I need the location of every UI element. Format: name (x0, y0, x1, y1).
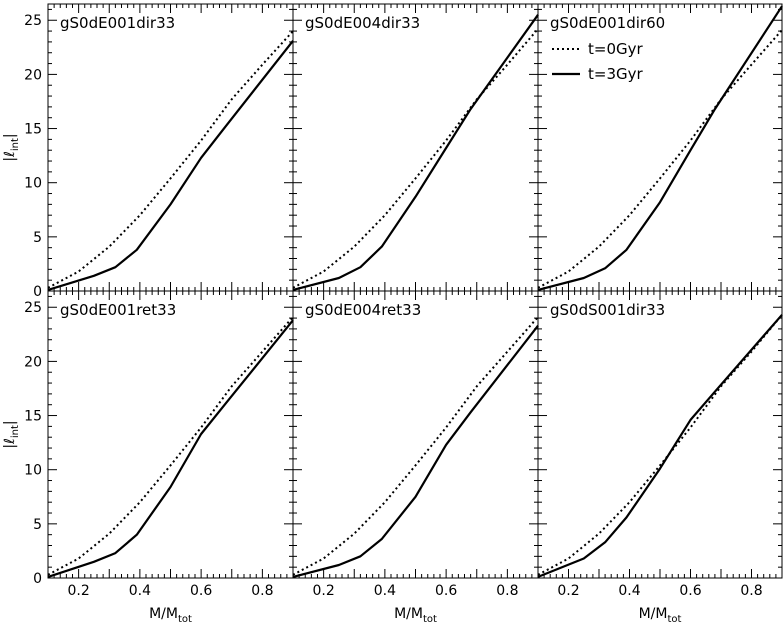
panel-title-3: gS0dE001dir60 (550, 14, 665, 32)
panel-title-4: gS0dE001ret33 (60, 301, 176, 319)
series-line-t0 (292, 316, 539, 576)
y-axis-title: |ℓint| (2, 133, 21, 161)
panel-title-6: gS0dS001dir33 (550, 301, 665, 319)
x-tick-label: 0.8 (740, 583, 762, 599)
series-line-t0 (47, 30, 294, 289)
y-tick-label: 10 (24, 463, 42, 479)
panel-frame-1 (47, 3, 294, 292)
y-tick-label: 20 (24, 354, 42, 370)
x-tick-label: 0.6 (679, 583, 701, 599)
legend-label-t3: t=3Gyr (588, 65, 643, 83)
x-tick-label: 0.4 (618, 583, 640, 599)
x-tick-label: 0.8 (251, 583, 273, 599)
x-tick-label: 0.4 (129, 583, 151, 599)
series-line-t3 (47, 319, 294, 578)
series-line-t0 (537, 314, 783, 576)
y-tick-label: 10 (24, 176, 42, 192)
x-axis-title: M/Mtot (394, 606, 437, 625)
y-tick-label: 15 (24, 409, 42, 425)
series-line-t3 (292, 325, 539, 578)
x-axis-title: M/Mtot (639, 606, 682, 625)
x-tick-label: 0.2 (67, 583, 89, 599)
panel-title-2: gS0dE004dir33 (305, 14, 420, 32)
series-line-t3 (537, 5, 783, 291)
y-tick-label: 15 (24, 122, 42, 138)
x-axis-title: M/Mtot (149, 606, 192, 625)
series-line-t3 (537, 314, 783, 578)
series-line-t3 (292, 14, 539, 291)
panel-title-1: gS0dE001dir33 (60, 14, 175, 32)
series-line-t0 (47, 316, 294, 576)
y-tick-label: 25 (24, 300, 42, 316)
y-tick-label: 0 (33, 284, 42, 300)
legend-label-t0: t=0Gyr (588, 40, 643, 58)
y-tick-label: 0 (33, 571, 42, 587)
panel-frame-3 (537, 3, 783, 292)
x-tick-label: 0.8 (496, 583, 518, 599)
y-tick-label: 5 (33, 230, 42, 246)
y-axis-title: |ℓint| (2, 420, 21, 448)
y-tick-label: 5 (33, 517, 42, 533)
x-tick-label: 0.6 (190, 583, 212, 599)
panel-frame-4 (47, 290, 294, 579)
panel-frame-5 (292, 290, 539, 579)
series-line-t0 (292, 28, 539, 289)
panel-title-5: gS0dE004ret33 (305, 301, 421, 319)
series-line-t0 (537, 29, 783, 289)
panel-frame-2 (292, 3, 539, 292)
panel-frame-6 (537, 290, 783, 579)
y-tick-label: 25 (24, 13, 42, 29)
x-tick-label: 0.6 (435, 583, 457, 599)
x-tick-label: 0.4 (374, 583, 396, 599)
series-line-t3 (47, 40, 294, 291)
x-tick-label: 0.2 (557, 583, 579, 599)
y-tick-label: 20 (24, 67, 42, 83)
x-tick-label: 0.2 (312, 583, 334, 599)
